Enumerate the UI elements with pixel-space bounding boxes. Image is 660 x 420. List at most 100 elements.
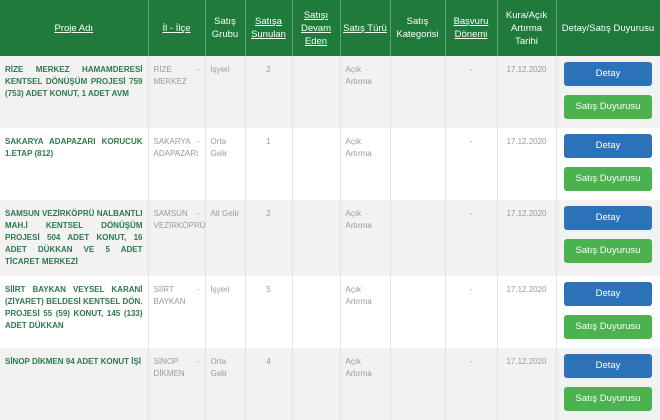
header-il-ilce[interactable]: İl - İlçe <box>148 0 206 56</box>
sale-group: İşyeri <box>205 276 246 348</box>
table-row: SAKARYA ADAPAZARI KORUCUK 1.ETAP (812) S… <box>0 128 660 200</box>
auction-date: 17.12.2020 <box>497 56 557 128</box>
sale-category <box>390 276 446 348</box>
location: SAKARYA - ADAPAZARI <box>148 128 206 200</box>
header-label[interactable]: Başvuru Dönemi <box>453 16 489 40</box>
application-period: - <box>445 276 498 348</box>
detail-button[interactable]: Detay <box>564 62 652 86</box>
detail-button[interactable]: Detay <box>564 206 652 230</box>
district: DİKMEN <box>153 369 185 378</box>
header-basvuru-donemi[interactable]: Başvuru Dönemi <box>445 0 498 56</box>
actions: Detay Satış Duyurusu <box>556 276 660 348</box>
header-label[interactable]: Satışı Devam Eden <box>300 9 332 47</box>
actions: Detay Satış Duyurusu <box>556 348 660 420</box>
table-row: RİZE MERKEZ HAMAMDERESİ KENTSEL DÖNÜŞÜM … <box>0 56 660 128</box>
district: MERKEZ <box>153 77 187 86</box>
auction-date: 17.12.2020 <box>497 348 557 420</box>
district: BAYKAN <box>153 297 186 306</box>
city: SİNOP <box>153 357 179 366</box>
ongoing-count <box>292 128 341 200</box>
sale-group: Orta Gelir <box>205 128 246 200</box>
city: RİZE <box>153 65 172 74</box>
sale-type: Açık Artırma <box>340 128 391 200</box>
header-label: Detay/Satış Duyurusu <box>561 22 655 34</box>
header-kura-tarihi: Kura/Açık Artırma Tarihi <box>497 0 557 56</box>
city: SAKARYA <box>153 137 191 146</box>
detail-button[interactable]: Detay <box>564 354 652 378</box>
table-row: SAMSUN VEZİRKÖPRÜ NALBANTLI MAH.İ KENTSE… <box>0 200 660 276</box>
separator: - <box>196 209 200 218</box>
sale-group: İşyeri <box>205 56 246 128</box>
header-label: Satış Kategorisi <box>396 16 439 40</box>
header-satis-turu[interactable]: Satış Türü <box>340 0 391 56</box>
project-name: SAKARYA ADAPAZARI KORUCUK 1.ETAP (812) <box>0 128 149 200</box>
header-satis-grubu: Satış Grubu <box>205 0 246 56</box>
sale-category <box>390 56 446 128</box>
ongoing-count <box>292 56 341 128</box>
announcement-button[interactable]: Satış Duyurusu <box>564 315 652 339</box>
sale-group: Orta Gelir <box>205 348 246 420</box>
separator: - <box>196 137 200 146</box>
offered-count: 2 <box>245 56 293 128</box>
sale-category <box>390 200 446 276</box>
district: ADAPAZARI <box>153 149 199 158</box>
header-proje-adi[interactable]: Proje Adı <box>0 0 149 56</box>
actions: Detay Satış Duyurusu <box>556 200 660 276</box>
header-satis-kategorisi: Satış Kategorisi <box>390 0 446 56</box>
table-row: SİİRT BAYKAN VEYSEL KARANİ (ZİYARET) BEL… <box>0 276 660 348</box>
project-name: SAMSUN VEZİRKÖPRÜ NALBANTLI MAH.İ KENTSE… <box>0 200 149 276</box>
project-name: SİİRT BAYKAN VEYSEL KARANİ (ZİYARET) BEL… <box>0 276 149 348</box>
auction-date: 17.12.2020 <box>497 276 557 348</box>
separator: - <box>196 285 200 294</box>
ongoing-count <box>292 276 341 348</box>
offered-count: 4 <box>245 348 293 420</box>
location: SAMSUN - VEZİRKÖPRÜ <box>148 200 206 276</box>
sale-category <box>390 348 446 420</box>
sale-type: Açık Artırma <box>340 200 391 276</box>
application-period: - <box>445 200 498 276</box>
application-period: - <box>445 128 498 200</box>
project-name: SİNOP DİKMEN 94 ADET KONUT İŞİ <box>0 348 149 420</box>
auction-date: 17.12.2020 <box>497 200 557 276</box>
header-satisi-devam-eden[interactable]: Satışı Devam Eden <box>292 0 341 56</box>
sale-type: Açık Artırma <box>340 56 391 128</box>
offered-count: 1 <box>245 128 293 200</box>
sale-category <box>390 128 446 200</box>
auction-date: 17.12.2020 <box>497 128 557 200</box>
actions: Detay Satış Duyurusu <box>556 128 660 200</box>
header-satisa-sunulan[interactable]: Satışa Sunulan <box>245 0 293 56</box>
project-name: RİZE MERKEZ HAMAMDERESİ KENTSEL DÖNÜŞÜM … <box>0 56 149 128</box>
table-row: SİNOP DİKMEN 94 ADET KONUT İŞİ SİNOP - DİK… <box>0 348 660 420</box>
header-label[interactable]: Satış Türü <box>343 22 387 34</box>
header-label[interactable]: Proje Adı <box>54 22 94 34</box>
header-label[interactable]: İl - İlçe <box>162 22 191 34</box>
location: SİNOP - DİKMEN <box>148 348 206 420</box>
announcement-button[interactable]: Satış Duyurusu <box>564 387 652 411</box>
sale-type: Açık Artırma <box>340 348 391 420</box>
application-period: - <box>445 56 498 128</box>
offered-count: 2 <box>245 200 293 276</box>
header-label: Satış Grubu <box>211 16 239 40</box>
ongoing-count <box>292 348 341 420</box>
header-label[interactable]: Satışa Sunulan <box>251 16 286 40</box>
actions: Detay Satış Duyurusu <box>556 56 660 128</box>
header-label: Kura/Açık Artırma Tarihi <box>505 9 548 47</box>
location: RİZE - MERKEZ <box>148 56 206 128</box>
offered-count: 5 <box>245 276 293 348</box>
ongoing-count <box>292 200 341 276</box>
announcement-button[interactable]: Satış Duyurusu <box>564 167 652 191</box>
announcement-button[interactable]: Satış Duyurusu <box>564 95 652 119</box>
district: VEZİRKÖPRÜ <box>153 221 206 230</box>
separator: - <box>196 65 200 74</box>
detail-button[interactable]: Detay <box>564 134 652 158</box>
location: SİİRT - BAYKAN <box>148 276 206 348</box>
separator: - <box>196 357 200 366</box>
announcement-button[interactable]: Satış Duyurusu <box>564 239 652 263</box>
detail-button[interactable]: Detay <box>564 282 652 306</box>
city: SAMSUN <box>153 209 188 218</box>
city: SİİRT <box>153 285 174 294</box>
application-period: - <box>445 348 498 420</box>
sale-group: Alt Gelir <box>205 200 246 276</box>
header-detay-duyuru: Detay/Satış Duyurusu <box>556 0 660 56</box>
